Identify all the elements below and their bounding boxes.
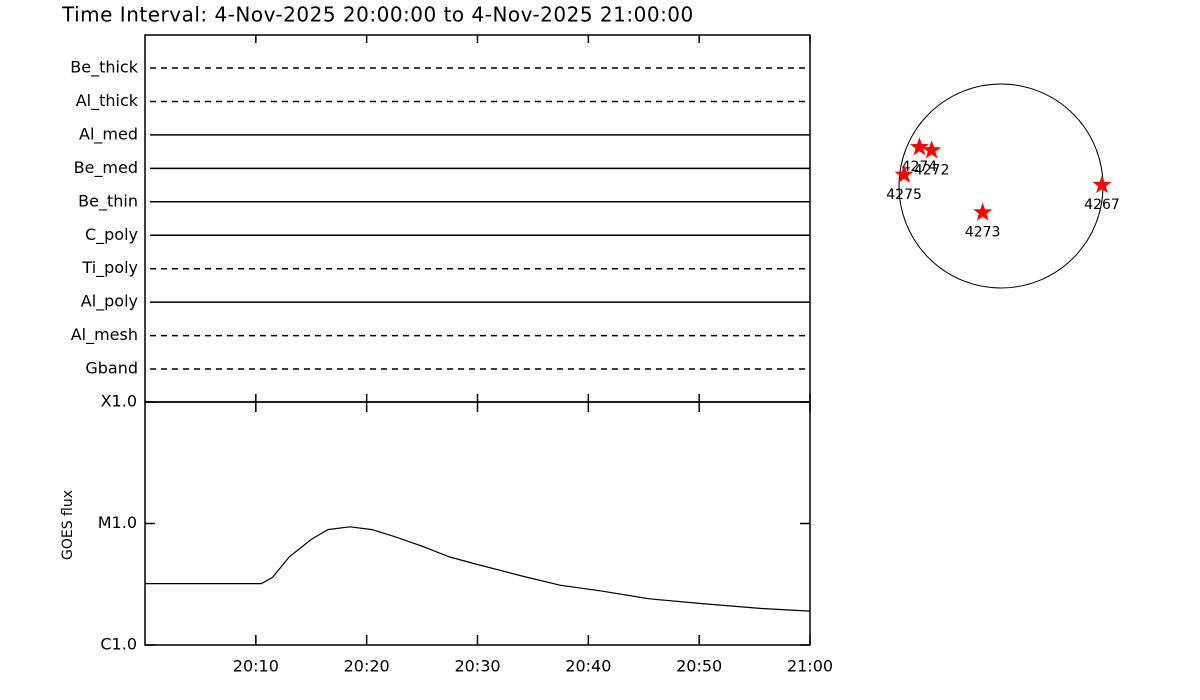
region-star bbox=[973, 202, 993, 221]
filter-label: Al_med bbox=[79, 124, 138, 144]
region-star bbox=[922, 140, 942, 159]
x-tick-label: 20:40 bbox=[565, 657, 611, 676]
solar-disk bbox=[898, 83, 1104, 289]
filter-label: Al_poly bbox=[81, 292, 138, 312]
x-tick-label: 20:20 bbox=[344, 657, 390, 676]
filter-label: Gband bbox=[85, 359, 138, 378]
x-tick-label: 20:10 bbox=[233, 657, 279, 676]
y-tick-label: M1.0 bbox=[98, 513, 137, 532]
region-star bbox=[1092, 175, 1112, 194]
x-tick-label: 20:30 bbox=[454, 657, 500, 676]
region-label: 4267 bbox=[1084, 197, 1120, 213]
y-tick-label: X1.0 bbox=[101, 392, 137, 411]
chart-title: Time Interval: 4-Nov-2025 20:00:00 to 4-… bbox=[61, 3, 694, 27]
region-star bbox=[909, 137, 929, 156]
region-label: 4273 bbox=[965, 225, 1001, 241]
x-tick-label: 20:50 bbox=[676, 657, 722, 676]
y-axis-label: GOES flux bbox=[60, 490, 76, 560]
filter-label: Be_thin bbox=[78, 191, 138, 211]
flux-frame bbox=[144, 401, 811, 646]
y-tick-label: C1.0 bbox=[100, 635, 137, 654]
filter-label: C_poly bbox=[85, 225, 138, 245]
filter-label: Be_med bbox=[74, 158, 138, 178]
region-label: 4275 bbox=[886, 187, 922, 203]
x-tick-label: 21:00 bbox=[787, 657, 833, 676]
filter-label: Al_mesh bbox=[71, 325, 138, 345]
timeline-frame bbox=[144, 34, 811, 403]
filter-label: Ti_poly bbox=[81, 258, 138, 278]
filter-label: Be_thick bbox=[70, 58, 138, 78]
region-label: 4272 bbox=[914, 162, 950, 178]
region-star bbox=[894, 164, 914, 183]
region-label: 4274 bbox=[902, 159, 938, 175]
filter-label: Al_thick bbox=[76, 91, 139, 111]
goes-flux-line bbox=[145, 526, 811, 612]
